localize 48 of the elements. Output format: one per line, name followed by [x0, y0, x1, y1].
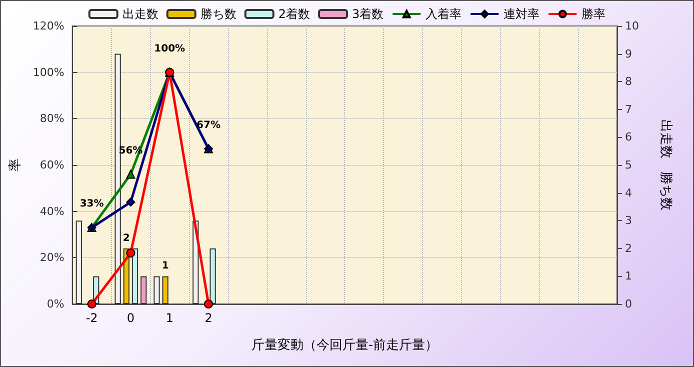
- bar: [162, 276, 168, 304]
- y2-tick-label: 2: [625, 242, 632, 255]
- legend-label: 勝率: [582, 7, 606, 21]
- y2-tick-label: 8: [625, 75, 632, 88]
- point: [126, 198, 136, 207]
- point: [204, 300, 214, 308]
- legend-label: 3着数: [352, 7, 384, 21]
- y2-tick-label: 6: [625, 130, 632, 144]
- legend-label: 出走数: [122, 7, 158, 21]
- x-axis-title: 斤量変動（今回斤量-前走斤量）: [251, 337, 438, 353]
- data-label: 100%: [154, 43, 186, 54]
- x-tick-label: 1: [166, 311, 174, 325]
- bar: [76, 220, 82, 304]
- y2-tick-label: 1: [625, 270, 632, 283]
- x-tick-label: 2: [204, 311, 212, 325]
- y-tick-label: 0%: [46, 298, 64, 310]
- data-label: 2: [122, 232, 130, 244]
- y2-tick-label: 5: [625, 158, 632, 172]
- point: [126, 170, 136, 179]
- y2-tick-label: 7: [625, 102, 632, 116]
- y-tick-label: 120%: [32, 20, 64, 32]
- y2-tick-label: 0: [625, 298, 632, 310]
- x-tick-label: -2: [86, 311, 98, 325]
- data-label: 1: [162, 260, 169, 272]
- bar: [210, 248, 216, 304]
- legend-label: 2着数: [278, 7, 310, 21]
- y-tick-label: 60%: [40, 158, 64, 172]
- bar: [140, 276, 147, 304]
- bar: [154, 276, 160, 304]
- y2-tick-label: 9: [625, 47, 632, 60]
- y-tick-label: 20%: [40, 251, 64, 264]
- y-tick-label: 40%: [40, 204, 64, 218]
- data-label: 33%: [80, 198, 104, 210]
- y2-tick-label: 3: [625, 214, 632, 228]
- y-axis-title: 率: [7, 158, 23, 172]
- y2-tick-label: 4: [625, 186, 632, 200]
- y-tick-label: 80%: [40, 112, 64, 126]
- bar: [132, 248, 138, 304]
- y2-tick-label: 10: [625, 20, 639, 32]
- y-tick-label: 100%: [32, 66, 64, 79]
- point: [87, 300, 96, 308]
- legend-label: 連対率: [504, 7, 540, 21]
- legend-label: 入着率: [426, 7, 462, 21]
- point: [126, 248, 136, 258]
- bar: [114, 54, 121, 304]
- x-tick-label: 0: [126, 311, 135, 325]
- y2-axis-title: 出走数 勝ち数: [658, 120, 673, 210]
- legend-label: 勝ち数: [200, 7, 236, 21]
